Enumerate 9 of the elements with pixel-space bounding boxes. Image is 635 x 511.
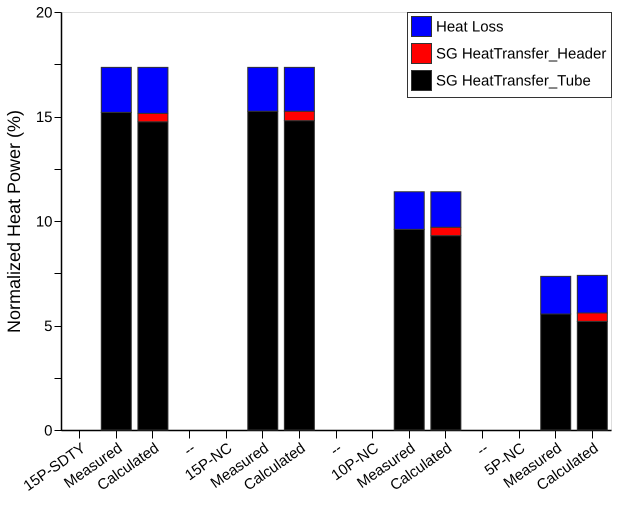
y-tick-label: 20 xyxy=(36,4,52,22)
y-tick-label: 15 xyxy=(36,109,52,126)
legend-label: SG HeatTransfer_Tube xyxy=(436,72,591,90)
y-axis-title: Normalized Heat Power (%) xyxy=(4,110,24,334)
legend-label: Heat Loss xyxy=(436,18,504,36)
legend-label: SG HeatTransfer_Header xyxy=(436,46,606,62)
y-tick-label: 0 xyxy=(44,422,52,440)
y-tick-label: 5 xyxy=(44,318,52,335)
y-tick-label: 10 xyxy=(36,214,52,230)
